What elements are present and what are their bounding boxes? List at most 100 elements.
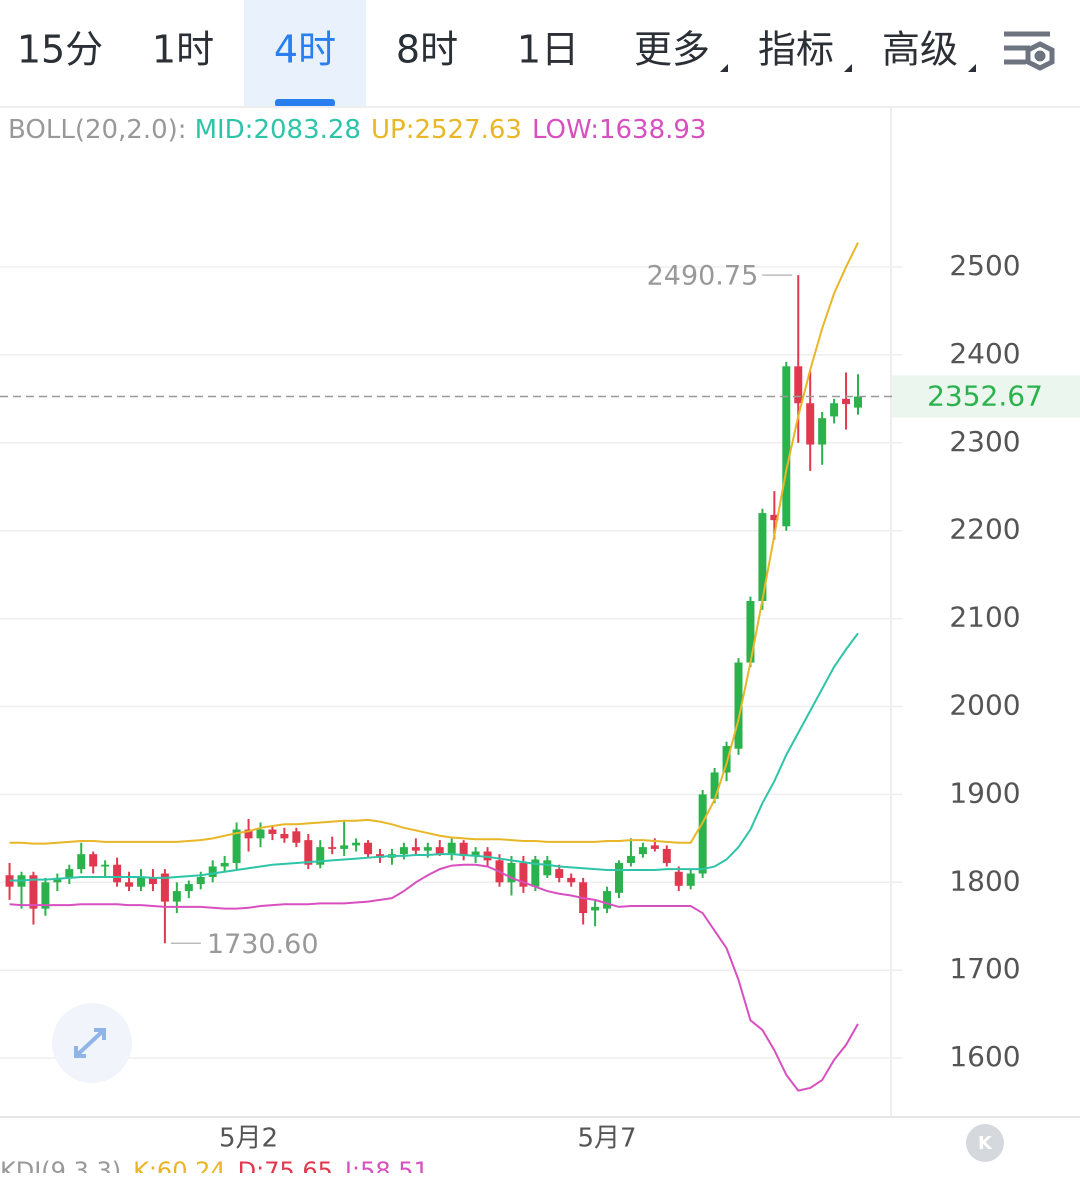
tab[interactable]: 1日: [517, 28, 579, 72]
candle-body: [770, 514, 779, 521]
last-price-label: 2352.67: [927, 379, 1043, 412]
y-tick-label: 2300: [949, 425, 1020, 458]
candle-body: [77, 854, 86, 870]
footer-item: J:58.51: [343, 1157, 429, 1173]
candle-body: [352, 842, 361, 846]
candle-body: [686, 873, 695, 886]
x-tick-label: 5月7: [578, 1124, 637, 1154]
candle-body: [364, 842, 373, 855]
candle-body: [758, 513, 767, 602]
candle-body: [304, 840, 313, 865]
candle-body: [411, 847, 420, 851]
candle-body: [41, 882, 50, 909]
tab[interactable]: 高级: [882, 28, 958, 72]
candle-body: [615, 862, 623, 893]
candle-body: [399, 847, 408, 855]
tab[interactable]: 1时: [152, 28, 214, 72]
candle-body: [722, 746, 731, 773]
tab[interactable]: 15分: [17, 28, 103, 72]
candle-body: [806, 403, 815, 445]
y-tick-label: 1700: [949, 952, 1020, 985]
legend-name: MID:: [195, 115, 254, 145]
candle-body: [292, 831, 301, 843]
candle-body: [196, 877, 205, 885]
candle-body: [113, 864, 122, 883]
svg-text:K: K: [978, 1133, 993, 1154]
indicator-label: BOLL(20,2.0):: [8, 115, 187, 145]
tab-bar: 15分 1时 4时 8时 1日 更多 指标 高级: [17, 0, 976, 107]
dropdown-caret: [720, 64, 728, 72]
candle-body: [782, 366, 791, 527]
tab[interactable]: 更多: [634, 28, 710, 72]
boll-line: [9, 863, 859, 1092]
candle-body: [555, 869, 564, 878]
candle-body: [137, 877, 145, 887]
candle-body: [29, 875, 38, 909]
candle-body: [125, 882, 134, 887]
legend-value: 2083.28: [253, 115, 361, 145]
boll-line: [9, 632, 859, 882]
legend: BOLL(20,2.0): MID:2083.28 UP:2527.63 LOW:16…: [8, 115, 706, 145]
candle-body: [435, 847, 444, 855]
candle-body: [626, 855, 635, 863]
candle-body: [519, 862, 528, 887]
candle-body: [160, 873, 169, 902]
dropdown-caret: [968, 64, 976, 72]
candle-body: [172, 891, 181, 902]
candle-body: [244, 829, 253, 839]
expand-button[interactable]: [52, 1003, 132, 1083]
candle-body: [423, 847, 432, 851]
y-tick-label: 1900: [949, 776, 1020, 809]
boll-line: [9, 242, 859, 845]
candle-body: [734, 662, 743, 749]
candle-body: [101, 864, 110, 867]
candle-body: [220, 862, 229, 867]
candle-body: [650, 845, 659, 849]
tab[interactable]: 4时: [274, 28, 336, 72]
candle-body: [316, 847, 325, 865]
candle-body: [543, 860, 552, 876]
active-tab-bg: [244, 0, 366, 106]
candle-body: [256, 829, 265, 839]
dropdown-caret: [844, 64, 852, 72]
settings-icon[interactable]: [1004, 31, 1055, 71]
candle-body: [698, 794, 707, 874]
candle-body: [53, 877, 62, 883]
k-button[interactable]: K: [966, 1124, 1004, 1162]
plot: 2352.67 2490.75 1730.60: [0, 242, 1080, 1092]
candle-body: [471, 851, 480, 856]
candle-body: [148, 877, 157, 885]
candle-body: [89, 854, 98, 867]
candle-body: [184, 884, 193, 892]
x-tick-label: 5月2: [219, 1124, 278, 1154]
footer-item: K:60.24: [133, 1157, 226, 1173]
candle-body: [208, 866, 217, 878]
y-tick-label: 1800: [949, 864, 1020, 897]
y-tick-label: 2100: [949, 601, 1020, 634]
candle-body: [710, 772, 719, 799]
candle-body: [268, 829, 277, 834]
tab[interactable]: 指标: [758, 28, 834, 72]
candle-body: [232, 829, 241, 863]
tab[interactable]: 8时: [396, 28, 458, 72]
min-label: 1730.60: [207, 929, 319, 960]
footer-item: D:75.65: [238, 1157, 333, 1173]
candle-body: [591, 906, 600, 911]
y-tick-label: 2500: [949, 249, 1020, 282]
candle-body: [280, 833, 289, 839]
candle-body: [854, 396, 862, 408]
legend-value: 2527.63: [414, 115, 522, 145]
y-tick-label: 2000: [949, 688, 1020, 721]
candle-body: [638, 847, 647, 855]
candle-body: [65, 869, 74, 878]
y-tick-label: 2200: [949, 513, 1020, 546]
legend-value: 1638.93: [599, 115, 707, 145]
candle-body: [531, 859, 540, 887]
candle-body: [830, 403, 839, 417]
y-tick-label: 2400: [949, 337, 1020, 370]
legend-name: LOW:: [532, 115, 599, 145]
grid: 1600 1700 1800 1900 2000 2100 2200 2300 2400 2500…: [0, 249, 1021, 1154]
footer-item: KDJ(9,3,3): [0, 1157, 121, 1173]
candle-body: [603, 891, 612, 909]
